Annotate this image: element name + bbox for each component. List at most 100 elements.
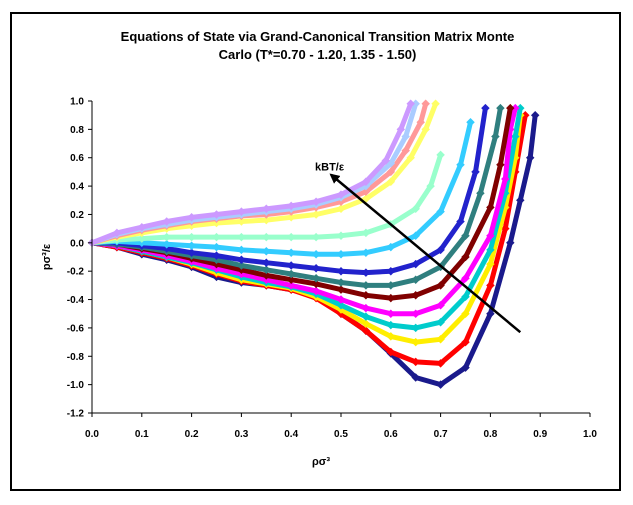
series-11-point-11 (336, 204, 346, 214)
series-10-point-12 (361, 228, 371, 238)
series-9-point-12 (361, 248, 371, 257)
x-tick-label: 0.1 (135, 429, 149, 440)
series-9-point-15 (436, 207, 445, 216)
y-tick-label: -1.0 (67, 380, 85, 391)
series-10-point-11 (336, 231, 346, 240)
series-11-point-9 (286, 213, 296, 222)
series-8-point-12 (361, 268, 371, 277)
series-14-point-8 (262, 204, 271, 214)
x-tick-label: 0.9 (533, 429, 547, 440)
series-14-point-7 (237, 207, 246, 216)
series-5-point-17 (486, 231, 495, 240)
series-8-point-11 (336, 266, 346, 276)
series-5-point-15 (436, 300, 445, 310)
series-6-point-10 (311, 279, 321, 289)
series-7-point-17 (476, 188, 485, 198)
y-tick-label: -0.8 (67, 352, 85, 363)
y-tick-label: 0.2 (70, 210, 84, 221)
series-5-point-9 (286, 281, 296, 290)
series-8-point-5 (187, 248, 196, 257)
series-9-point-13 (386, 242, 396, 252)
series-7-point-9 (286, 269, 296, 279)
series-8-point-18 (481, 103, 490, 113)
series-9-point-8 (262, 247, 271, 256)
series-14-point-14 (396, 125, 406, 134)
series-8-point-7 (237, 255, 246, 265)
series-8-point-16 (456, 217, 465, 226)
series-8-point-15 (436, 245, 445, 255)
series-2-point-16 (461, 337, 470, 347)
series-11-point-14 (406, 153, 415, 162)
series-8-point-10 (311, 264, 321, 273)
series-8-point-17 (471, 167, 480, 177)
series-10 (87, 150, 445, 248)
y-tick-label: 0.6 (70, 153, 84, 164)
chart-title-line-1: Equations of State via Grand-Canonical T… (120, 29, 515, 44)
x-tick-label: 0.8 (483, 429, 497, 440)
series-12-point-15 (416, 118, 425, 127)
series-7-point-8 (262, 265, 271, 275)
series-2-point-18 (501, 224, 510, 233)
series-6-point-14 (411, 291, 420, 300)
series-11-point-13 (386, 177, 396, 187)
series-1-point-21 (530, 110, 540, 120)
series-10-point-8 (262, 232, 271, 242)
series-3-point-17 (486, 259, 495, 269)
series-7-point-14 (411, 275, 420, 284)
series-1-point-14 (411, 373, 420, 382)
series-2-point-13 (386, 347, 396, 357)
temperature-arrow-label: kBT/ε (315, 162, 345, 174)
series-10-point-5 (187, 232, 196, 242)
series-5-point-12 (361, 303, 371, 313)
series-10-point-15 (426, 181, 435, 191)
series-2-point-17 (486, 281, 495, 290)
series-14-point-11 (336, 190, 346, 199)
series-3-point-12 (361, 319, 371, 328)
series-5-point-13 (386, 309, 396, 318)
chart-title: Equations of State via Grand-Canonical T… (12, 28, 623, 64)
series-5-band (89, 105, 518, 317)
series-11-point-16 (431, 99, 440, 109)
series-6-point-11 (336, 285, 346, 294)
series-14-point-2 (112, 228, 122, 238)
series-4-point-12 (361, 312, 371, 321)
series-14 (87, 99, 415, 248)
series-6-point-13 (386, 293, 396, 303)
series-1-point-15 (436, 380, 445, 389)
series-9-point-16 (456, 160, 465, 170)
series-13-point-14 (401, 132, 410, 141)
series-8-point-9 (286, 261, 296, 270)
series-6-point-12 (361, 291, 371, 300)
series-10-point-7 (237, 232, 246, 242)
series-10-band (89, 152, 444, 246)
series-11-point-7 (237, 217, 246, 226)
series-9-point-17 (466, 118, 475, 127)
series-10-point-6 (212, 232, 221, 242)
series-5-point-18 (501, 174, 510, 184)
x-tick-label: 0.3 (234, 429, 248, 440)
y-axis-label: pσ³/ε (41, 243, 53, 270)
series-7-point-13 (386, 281, 396, 290)
series-5-point-16 (461, 274, 470, 283)
series-4-point-17 (486, 245, 495, 255)
x-tick-label: 0.0 (85, 429, 99, 440)
series-13-point-15 (411, 99, 420, 109)
series-8-point-13 (386, 266, 396, 276)
series-4-point-14 (411, 323, 420, 333)
series-9-point-4 (162, 239, 171, 249)
series-7 (87, 103, 505, 290)
y-tick-label: -0.6 (67, 323, 85, 334)
series-14-point-4 (162, 217, 171, 226)
series-7-point-19 (496, 103, 505, 113)
series-11-point-8 (262, 215, 271, 225)
series-7-point-11 (336, 278, 346, 287)
series-14-point-15 (406, 99, 415, 109)
series-2-point-14 (411, 357, 420, 367)
series-14-point-6 (212, 210, 221, 219)
series-7-point-7 (237, 261, 246, 270)
series-10-point-16 (436, 150, 445, 160)
series-7-point-18 (491, 132, 500, 141)
series-6-point-16 (461, 252, 470, 262)
series-14-point-3 (137, 222, 147, 232)
